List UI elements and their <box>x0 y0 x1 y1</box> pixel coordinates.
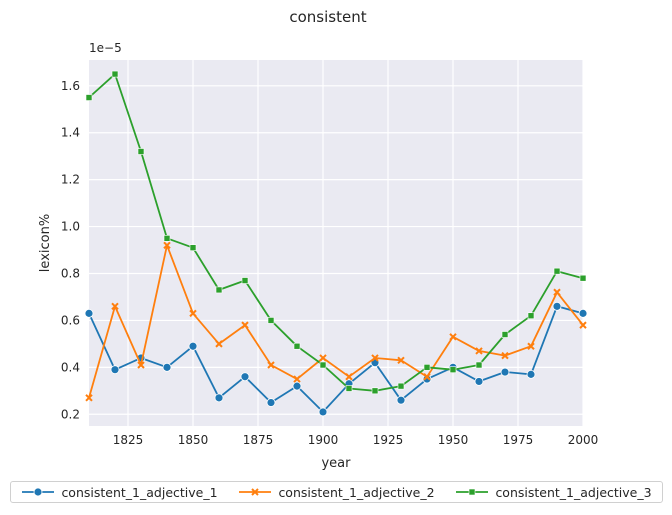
data-point <box>293 342 301 350</box>
data-point <box>475 361 483 369</box>
data-point <box>578 308 588 318</box>
y-tick-label: 0.8 <box>61 267 80 281</box>
x-tick-label: 1975 <box>503 433 534 447</box>
data-point <box>240 372 250 382</box>
data-point <box>553 267 561 275</box>
series-line <box>88 305 584 413</box>
legend-item-2: consistent_1_adjective_2 <box>238 484 435 500</box>
data-point <box>526 369 536 379</box>
x-tick-label: 1875 <box>243 433 274 447</box>
data-point <box>214 393 224 403</box>
y-tick-label: 1.2 <box>61 173 80 187</box>
data-point <box>215 340 223 348</box>
data-point <box>110 365 120 375</box>
data-point <box>397 356 405 365</box>
x-tick-label: 1950 <box>438 433 469 447</box>
x-tick-label: 1900 <box>308 433 339 447</box>
legend-label-1: consistent_1_adjective_1 <box>61 484 218 500</box>
data-point <box>396 395 406 405</box>
x-tick-label: 1925 <box>373 433 404 447</box>
data-point <box>267 317 275 324</box>
plot-area <box>89 60 583 426</box>
data-point <box>579 321 587 329</box>
series-line <box>88 73 584 392</box>
legend-marker-circle <box>22 487 55 497</box>
chart: consistent 1825 1850 1875 1900 1925 1950 1975 2… <box>38 8 599 471</box>
x-tick-label: 1850 <box>178 433 209 447</box>
data-point <box>188 341 198 351</box>
data-point <box>449 366 457 373</box>
legend-item-1: consistent_1_adjective_1 <box>21 484 218 500</box>
data-point <box>189 309 197 318</box>
x-tick-label: 1825 <box>113 433 144 447</box>
data-point <box>292 381 302 391</box>
y-tick-label: 1.0 <box>61 220 80 234</box>
data-point <box>111 70 119 78</box>
data-point <box>319 354 327 362</box>
data-point <box>215 286 223 294</box>
data-point <box>345 385 353 392</box>
series-line <box>88 244 584 399</box>
data-point <box>371 354 379 362</box>
series-2 <box>85 241 587 402</box>
x-axis-label: year <box>321 456 351 471</box>
data-point <box>267 361 275 369</box>
data-point <box>474 377 484 386</box>
legend-label-2: consistent_1_adjective_2 <box>278 484 435 500</box>
series-layer <box>84 70 588 417</box>
y-tick-label: 0.2 <box>61 407 80 421</box>
x-tick-label: 2000 <box>568 433 599 447</box>
series-1 <box>84 301 588 417</box>
data-point <box>449 333 457 341</box>
y-axis-label: lexicon% <box>38 214 53 272</box>
y-offset-label: 1e−5 <box>89 41 122 55</box>
data-point <box>85 94 93 101</box>
y-tick-label: 1.6 <box>61 79 80 93</box>
data-point <box>371 387 379 395</box>
data-point <box>162 362 172 372</box>
legend-item-3: consistent_1_adjective_3 <box>455 484 652 500</box>
data-point <box>423 373 431 381</box>
y-tick-label: 0.4 <box>61 360 80 374</box>
x-ticks: 1825 1850 1875 1900 1925 1950 1975 2000 <box>113 433 599 447</box>
legend-marker-x <box>239 488 272 496</box>
legend: consistent_1_adjective_1 consistent_1_ad… <box>10 481 663 503</box>
data-point <box>475 347 483 355</box>
y-tick-label: 0.6 <box>61 313 80 327</box>
data-point <box>500 367 510 377</box>
data-point <box>527 312 535 320</box>
data-point <box>397 382 405 390</box>
data-point <box>319 361 327 369</box>
data-point <box>552 301 562 311</box>
legend-label-3: consistent_1_adjective_3 <box>495 484 652 500</box>
legend-marker-square <box>456 488 489 496</box>
data-point <box>163 235 171 242</box>
data-point <box>579 274 587 282</box>
data-point <box>84 308 94 318</box>
data-point <box>163 241 171 250</box>
y-ticks: 0.2 0.4 0.6 0.8 1.0 1.2 1.4 1.6 <box>61 79 80 421</box>
data-point <box>111 302 119 311</box>
series-3 <box>85 70 587 395</box>
data-point <box>423 364 431 371</box>
data-point <box>137 148 145 155</box>
data-point <box>189 244 197 251</box>
data-point <box>501 351 509 360</box>
y-tick-label: 1.4 <box>61 126 80 140</box>
data-point <box>345 373 353 381</box>
data-point <box>501 331 509 338</box>
data-point <box>266 398 276 407</box>
data-point <box>553 288 561 296</box>
data-point <box>137 361 145 369</box>
data-point <box>293 375 301 383</box>
chart-title: consistent <box>289 8 366 26</box>
data-point <box>318 407 328 417</box>
data-point <box>527 342 535 350</box>
data-point <box>241 321 249 329</box>
data-point <box>241 277 249 284</box>
data-point <box>85 394 93 402</box>
